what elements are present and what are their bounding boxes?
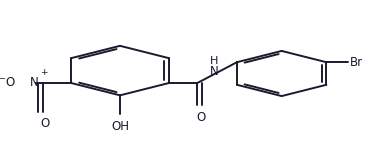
Text: O: O [196,111,206,124]
Text: H: H [210,56,218,66]
Text: $\mathregular{^{-}}$O: $\mathregular{^{-}}$O [0,76,16,90]
Text: OH: OH [111,120,129,133]
Text: +: + [40,68,47,77]
Text: O: O [40,117,49,130]
Text: N: N [210,65,218,78]
Text: Br: Br [350,56,363,69]
Text: N: N [30,76,39,90]
